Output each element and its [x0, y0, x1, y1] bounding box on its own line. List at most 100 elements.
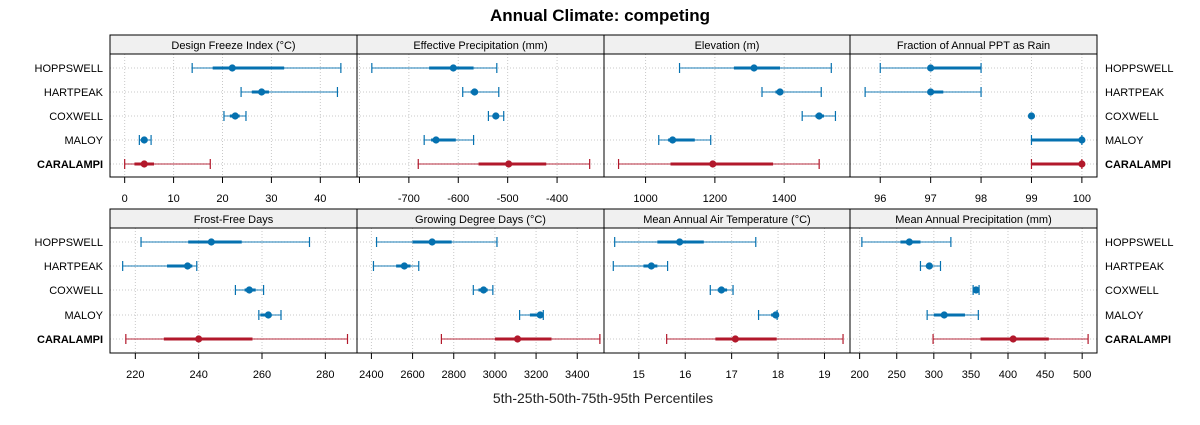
panel-border: [849, 53, 1098, 178]
x-tick-label: 2800: [441, 369, 465, 381]
median-point: [505, 160, 513, 168]
row-label-left-maloy: MALOY: [64, 135, 103, 147]
series-hartpeak: [372, 261, 420, 271]
median-point: [669, 136, 677, 144]
row-label-right-caralampi: CARALAMPI: [1105, 159, 1171, 171]
panel-design-freeze-index-c: Design Freeze Index (°C) 0 10 20 30 40: [109, 34, 358, 205]
row-label-left-coxwell: COXWELL: [49, 111, 103, 123]
panel-elevation-m: Elevation (m) 1000 1200 1400: [603, 34, 851, 205]
x-tick-label: 260: [253, 369, 271, 381]
x-tick-label: 98: [975, 193, 987, 205]
panel-mean-annual-air-temperature-c: Mean Annual Air Temperature (°C) 15 16 17 18…: [603, 208, 851, 381]
median-point: [140, 136, 148, 144]
series-caralampi: [440, 334, 601, 344]
series-hoppswell: [678, 63, 832, 73]
x-tick-label: 18: [772, 369, 784, 381]
median-point: [140, 160, 148, 168]
x-tick-label: 2600: [400, 369, 424, 381]
median-point: [940, 311, 948, 319]
median-point: [676, 238, 684, 246]
row-label-right-coxwell: COXWELL: [1105, 111, 1159, 123]
panel-title: Design Freeze Index (°C): [171, 40, 295, 52]
median-point: [776, 88, 784, 96]
row-label-right-maloy: MALOY: [1105, 135, 1144, 147]
x-tick-label: 350: [962, 369, 980, 381]
median-point: [513, 335, 522, 343]
x-tick-label: 20: [216, 193, 228, 205]
x-tick-label: 1400: [772, 193, 796, 205]
series-hoppswell: [371, 63, 498, 73]
median-point: [470, 88, 479, 96]
median-point: [536, 311, 544, 319]
median-point: [647, 262, 655, 270]
row-label-right-hartpeak: HARTPEAK: [1105, 87, 1165, 99]
x-axis-label: 5th-25th-50th-75th-95th Percentiles: [493, 390, 713, 406]
series-coxwell: [1027, 112, 1036, 120]
median-point: [195, 335, 203, 343]
x-tick-label: 15: [633, 369, 645, 381]
series-maloy: [519, 310, 544, 320]
panel-effective-precipitation-mm: Effective Precipitation (mm) -700 -600 -500…: [356, 34, 605, 205]
median-point: [228, 64, 236, 72]
panel-fraction-of-annual-ppt-as-rain: Fraction of Annual PPT as Rain 96 97 98 99 10…: [849, 34, 1098, 205]
x-tick-label: 3200: [524, 369, 548, 381]
row-label-left-hoppswell: HOPPSWELL: [35, 237, 103, 249]
x-tick-label: 17: [726, 369, 738, 381]
median-point: [432, 136, 440, 144]
series-hartpeak: [122, 261, 198, 271]
median-point: [428, 238, 436, 246]
median-point: [925, 262, 933, 270]
series-caralampi: [1030, 159, 1086, 169]
median-point: [264, 311, 272, 319]
median-point: [1078, 160, 1086, 168]
median-point: [479, 286, 488, 294]
median-point: [1009, 335, 1017, 343]
x-tick-label: 450: [1036, 369, 1054, 381]
series-coxwell: [487, 111, 505, 121]
x-tick-label: 1200: [703, 193, 727, 205]
series-hartpeak: [612, 261, 669, 271]
median-point: [717, 286, 726, 294]
row-label-left-coxwell: COXWELL: [49, 285, 103, 297]
x-tick-label: 280: [316, 369, 334, 381]
row-label-right-hoppswell: HOPPSWELL: [1105, 63, 1173, 75]
x-tick-label: 500: [1073, 369, 1091, 381]
median-point: [258, 88, 266, 96]
x-tick-label: 3000: [483, 369, 507, 381]
x-tick-label: 30: [265, 193, 277, 205]
series-caralampi: [124, 159, 211, 169]
row-label-right-hoppswell: HOPPSWELL: [1105, 237, 1173, 249]
series-maloy: [138, 135, 152, 145]
series-hartpeak: [240, 87, 339, 97]
median-point: [772, 311, 780, 319]
row-label-left-caralampi: CARALAMPI: [37, 334, 103, 346]
median-point: [927, 64, 935, 72]
x-tick-label: -600: [447, 193, 469, 205]
x-tick-label: 240: [189, 369, 207, 381]
median-point: [207, 238, 215, 246]
x-tick-label: 40: [314, 193, 326, 205]
series-maloy: [1030, 135, 1086, 145]
series-hartpeak: [462, 87, 500, 97]
series-hartpeak: [864, 87, 982, 97]
x-tick-label: 1000: [633, 193, 657, 205]
series-caralampi: [125, 334, 349, 344]
panel-title: Mean Annual Precipitation (mm): [895, 214, 1052, 226]
median-point: [972, 286, 980, 294]
row-label-left-hoppswell: HOPPSWELL: [35, 63, 103, 75]
x-tick-label: 19: [818, 369, 830, 381]
median-point: [750, 64, 758, 72]
x-tick-label: 200: [850, 369, 868, 381]
x-tick-label: 100: [1073, 193, 1091, 205]
x-tick-label: 300: [925, 369, 943, 381]
series-maloy: [658, 135, 712, 145]
series-caralampi: [417, 159, 591, 169]
series-hoppswell: [879, 63, 982, 73]
panel-title: Frost-Free Days: [194, 214, 274, 226]
median-point: [815, 112, 823, 120]
panel-title: Mean Annual Air Temperature (°C): [643, 214, 810, 226]
series-coxwell: [234, 285, 265, 295]
series-coxwell: [709, 285, 734, 295]
panel-title: Fraction of Annual PPT as Rain: [897, 40, 1050, 52]
median-point: [183, 262, 192, 270]
